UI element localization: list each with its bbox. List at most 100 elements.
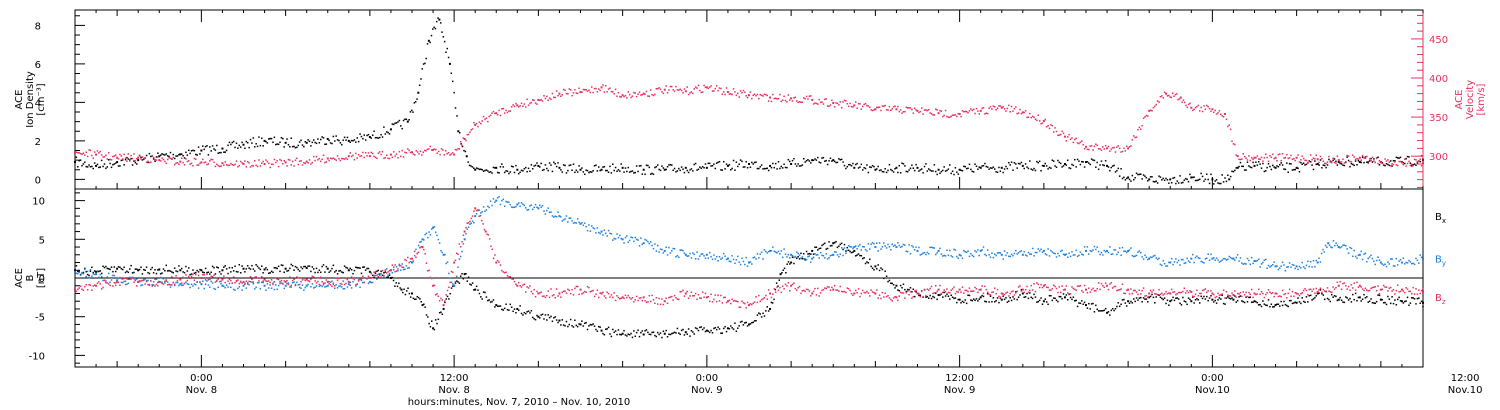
series-bx-dot [791, 256, 794, 259]
series-by-dot [640, 237, 642, 239]
series-by-dot [758, 257, 760, 259]
series-bx-dot [392, 279, 395, 282]
series-velocity-dot [1389, 164, 1392, 167]
series-by-dot [173, 284, 176, 287]
series-bx-dot [902, 283, 905, 286]
series-velocity-dot [1333, 161, 1336, 164]
series-by-dot [569, 217, 572, 219]
series-density-point-15 [389, 128, 392, 131]
series-velocity-dot [498, 109, 500, 112]
series-by-dot [1140, 251, 1142, 254]
series-velocity-dot [1020, 112, 1023, 115]
series-bz-dot [1034, 290, 1037, 293]
series-bx-dot [430, 320, 433, 322]
series-bx-dot [1103, 309, 1106, 312]
series-by-dot [550, 211, 552, 213]
series-density-dot [1218, 182, 1221, 185]
series-bz-dot [634, 299, 637, 301]
series-bx-dot [232, 270, 235, 272]
series-density-dot [454, 107, 457, 109]
series-bx-dot [1118, 305, 1121, 308]
series-velocity-dot [949, 116, 951, 119]
series-by-dot [1023, 251, 1025, 253]
series-by-dot [1030, 253, 1032, 255]
series-bx-dot [746, 325, 749, 327]
series-density-dot [915, 163, 917, 166]
series-bz-dot [398, 264, 401, 267]
series-velocity-dot [744, 91, 746, 93]
series-velocity-dot [919, 110, 922, 113]
series-velocity-dot [1388, 161, 1391, 163]
series-velocity-dot [505, 109, 507, 112]
series-velocity-dot [294, 159, 297, 161]
series-bx-dot [403, 288, 405, 291]
series-velocity-dot [258, 159, 260, 161]
series-velocity-dot [110, 159, 113, 161]
series-velocity-dot [400, 155, 402, 158]
series-bx-dot [477, 289, 479, 291]
series-bz-dot [1231, 292, 1233, 294]
series-by-point-62 [1316, 261, 1319, 264]
series-bz-dot [551, 294, 554, 297]
series-by-point-26 [558, 215, 561, 218]
series-bz-dot [239, 281, 242, 283]
series-bx-dot [293, 269, 295, 271]
series-bx-dot [656, 331, 659, 334]
series-density-dot [758, 167, 760, 170]
series-velocity-dot [996, 107, 999, 109]
series-by-dot [436, 234, 438, 237]
series-velocity-dot [380, 153, 382, 156]
series-density-dot [1377, 156, 1379, 159]
series-bz-dot [1111, 287, 1114, 289]
series-by-dot [408, 266, 410, 269]
series-bx-point-49 [1000, 298, 1003, 301]
series-bz-dot [134, 279, 137, 282]
series-bz-dot [269, 281, 271, 284]
series-bx-dot [1207, 299, 1209, 302]
series-by-dot [319, 284, 322, 287]
series-bz-point-48 [1000, 292, 1003, 295]
series-bx-dot [227, 272, 229, 275]
series-by-dot [930, 246, 933, 248]
series-velocity-dot [1266, 156, 1268, 159]
series-density-dot [630, 170, 632, 173]
series-velocity-dot [654, 93, 656, 96]
series-density-dot [1263, 170, 1266, 173]
series-by-dot [603, 229, 606, 232]
series-density-dot [481, 169, 483, 171]
series-bz-dot [682, 289, 684, 292]
series-density-dot [1290, 163, 1292, 165]
series-bx-dot [999, 297, 1002, 299]
series-bx-dot [661, 336, 663, 339]
series-density-dot [1140, 173, 1142, 175]
series-bx-dot [289, 267, 291, 270]
series-by-dot [1345, 245, 1347, 247]
series-velocity-dot [220, 165, 222, 167]
series-by-dot [353, 278, 356, 281]
series-bx-dot [752, 321, 754, 324]
series-velocity-dot [286, 165, 288, 167]
series-by-point-17 [421, 238, 424, 241]
series-density-dot [1062, 165, 1065, 167]
series-bz-dot [824, 287, 826, 289]
series-bx-dot [506, 308, 509, 311]
series-bz-dot [675, 296, 677, 299]
series-velocity-dot [503, 112, 506, 114]
series-bx-dot [548, 316, 551, 319]
series-by-dot [803, 258, 805, 260]
series-bz-dot [446, 289, 449, 292]
series-bz-dot [84, 285, 86, 288]
series-velocity-dot [794, 96, 797, 99]
series-by-dot [1395, 257, 1398, 260]
series-bz-dot [999, 296, 1002, 298]
series-bx-dot [356, 267, 358, 269]
series-bz-dot [906, 290, 909, 293]
series-by-dot [461, 250, 463, 253]
series-bx-dot [216, 266, 218, 268]
series-bz-dot [1266, 291, 1268, 294]
series-bz-point-52 [1085, 288, 1087, 291]
series-velocity-dot [739, 90, 742, 92]
series-bz-dot [494, 254, 496, 256]
series-by-dot [846, 249, 849, 252]
series-by-point-60 [1274, 265, 1277, 268]
